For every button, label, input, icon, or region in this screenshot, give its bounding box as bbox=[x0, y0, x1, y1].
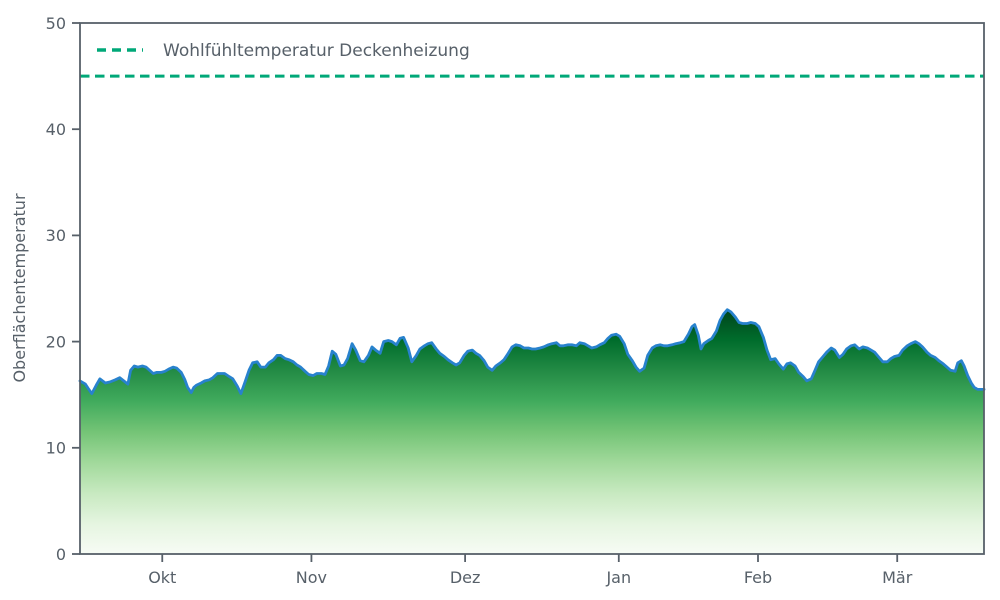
y-tick-label: 20 bbox=[46, 332, 66, 351]
x-tick-label: Jan bbox=[605, 568, 631, 587]
axis-ticks: 0 10 20 30 40 50 Okt Nov Dez Jan Feb Mär bbox=[46, 14, 913, 587]
plot-border bbox=[79, 22, 985, 555]
legend: Wohlfühltemperatur Deckenheizung bbox=[97, 41, 470, 61]
y-tick-label: 30 bbox=[46, 226, 66, 245]
temperature-line bbox=[78, 308, 986, 395]
x-tick-label: Mär bbox=[882, 568, 913, 587]
x-tick-label: Dez bbox=[450, 568, 481, 587]
y-tick-label: 50 bbox=[46, 14, 66, 33]
y-tick-label: 10 bbox=[46, 439, 66, 458]
temperature-area-fill bbox=[80, 309, 984, 554]
x-tick-label: Nov bbox=[296, 568, 327, 587]
y-axis-label: Oberflächentemperatur bbox=[10, 193, 29, 382]
x-tick-label: Feb bbox=[744, 568, 772, 587]
x-tick-label: Okt bbox=[148, 568, 176, 587]
y-tick-label: 0 bbox=[56, 545, 66, 564]
legend-label: Wohlfühltemperatur Deckenheizung bbox=[163, 41, 470, 61]
y-tick-label: 40 bbox=[46, 120, 66, 139]
